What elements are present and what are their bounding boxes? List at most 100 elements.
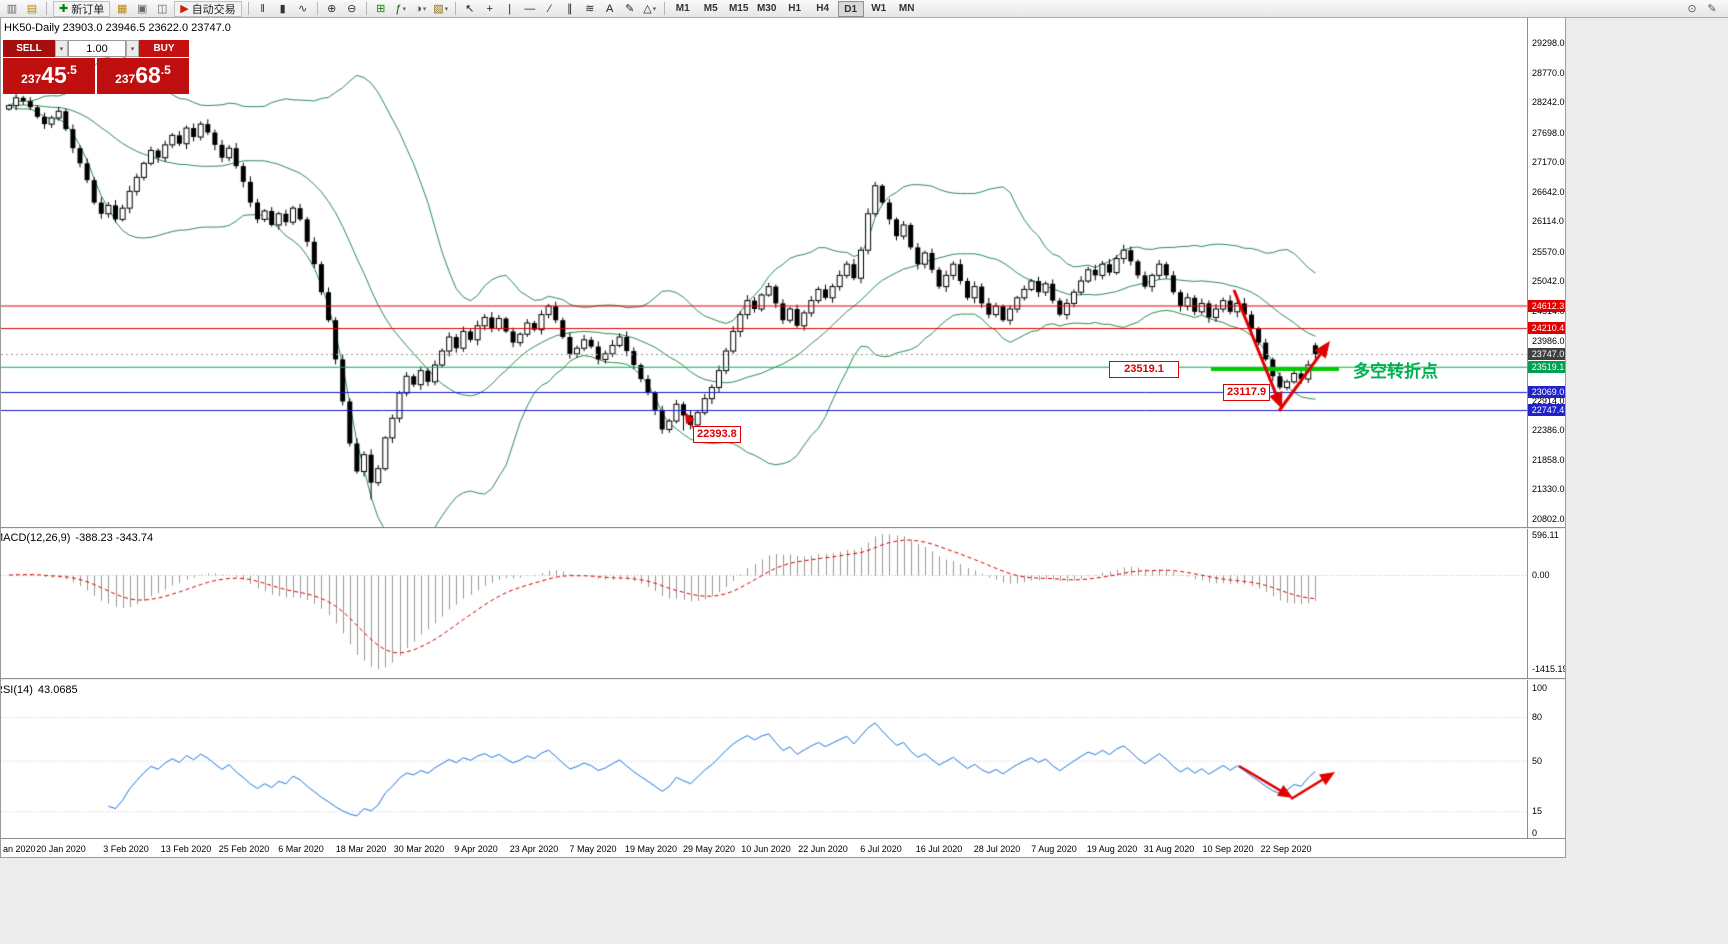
data-window-icon[interactable]: ▣ <box>133 1 151 17</box>
tile-windows-icon: ⊞ <box>376 2 386 15</box>
label-icon[interactable]: ✎ <box>621 1 639 17</box>
timeframe-button-H1[interactable]: H1 <box>788 2 802 14</box>
timeframe-button-H4[interactable]: H4 <box>816 2 830 14</box>
sell-price-fraction: .5 <box>66 63 77 77</box>
sell-options-dropdown[interactable]: ▾ <box>55 40 68 57</box>
periods-icon[interactable]: ◑ ▾ <box>412 1 430 17</box>
time-axis[interactable]: an 2020 20 Jan 2020 3 Feb 2020 13 Feb 2020 2… <box>1 838 1565 857</box>
horizontal-line-icon[interactable]: — <box>521 1 539 17</box>
toolbar-separator <box>454 2 456 15</box>
zoom-out-icon[interactable]: ⊖ <box>343 1 361 17</box>
line-chart-icon[interactable]: ∿ <box>294 1 312 17</box>
time-axis-label: 31 Aug 2020 <box>1143 844 1195 854</box>
timeframe-button-M1[interactable]: M1 <box>675 2 690 14</box>
macd-scale-label: -1415.19 <box>1532 664 1566 675</box>
price-scale-label: 27698.0 <box>1532 127 1565 138</box>
trendline-icon[interactable]: ∕ <box>541 1 559 17</box>
rsi-value: 43.0685 <box>37 684 78 696</box>
may-low-label[interactable]: 22393.8 <box>693 426 741 443</box>
sell-button[interactable]: SELL <box>3 40 55 57</box>
price-scale[interactable]: 29298.0 28770.0 28242.0 27698.0 27170.0 26642… <box>1527 18 1566 838</box>
zoom-in-icon[interactable]: ⊕ <box>323 1 341 17</box>
play-icon: ▶ <box>180 3 189 15</box>
navigator-icon[interactable]: ◫ <box>153 1 171 17</box>
shapes-icon[interactable]: △ ▾ <box>641 1 659 17</box>
toolbar-left-group: ▥ ▤ ✚ 新订单 ▦ ▣ ◫ ▶ 自动交易 ‖ ▮ ∿ ⊕ ⊖ ⊞ ƒ ▾ ◑ ▾ ▧ ▾ ↖ + | — ∕ ∥ ≋ A ✎ △ ▾ <box>2 0 669 18</box>
label-icon: ✎ <box>625 2 635 15</box>
macd-values: -388.23 -343.74 <box>75 532 154 544</box>
volume-input[interactable] <box>68 40 126 57</box>
toolbar-separator <box>663 2 665 15</box>
timeframe-button-W1[interactable]: W1 <box>871 2 887 14</box>
rsi-name: RSI(14) <box>1 684 33 696</box>
profiles-icon[interactable]: ▤ <box>23 1 41 17</box>
rsi-panel-canvas[interactable] <box>1 680 1527 838</box>
rsi-scale-label: 80 <box>1532 712 1543 722</box>
buy-price-panel[interactable]: 237 68.5 <box>97 58 189 94</box>
text-icon: A <box>606 2 614 15</box>
sell-price-panel[interactable]: 237 45.5 <box>3 58 95 94</box>
shapes-icon: △ <box>643 2 652 15</box>
chevron-down-icon: ▾ <box>652 5 657 13</box>
toolbar: ▥ ▤ ✚ 新订单 ▦ ▣ ◫ ▶ 自动交易 ‖ ▮ ∿ ⊕ ⊖ ⊞ ƒ ▾ ◑ ▾ ▧ ▾ ↖ + | — ∕ ∥ ≋ A ✎ △ ▾ M1… <box>0 0 1728 18</box>
macd-panel-canvas[interactable] <box>1 529 1527 678</box>
candlestick-chart-icon[interactable]: ▮ <box>274 1 292 17</box>
fibonacci-icon[interactable]: ≋ <box>581 1 599 17</box>
toolbar-right-group: ⊙ ✎ <box>1682 0 1722 18</box>
timeframe-button-M5[interactable]: M5 <box>703 2 718 14</box>
navigator-icon: ◫ <box>157 2 168 15</box>
edit-icon[interactable]: ✎ <box>1703 1 1721 17</box>
bar-chart-icon[interactable]: ‖ <box>254 1 272 17</box>
time-axis-label: 7 Aug 2020 <box>1031 844 1077 854</box>
timeframe-button-M15[interactable]: M15 <box>728 2 749 14</box>
text-icon[interactable]: A <box>601 1 619 17</box>
price-scale-label: 22386.0 <box>1532 425 1565 436</box>
crosshair-icon[interactable]: + <box>481 1 499 17</box>
timeframe-button-MN[interactable]: MN <box>898 2 915 14</box>
vertical-line-icon[interactable]: | <box>501 1 519 17</box>
timeframe-button-M30[interactable]: M30 <box>756 2 777 14</box>
market-watch-icon[interactable]: ▦ <box>113 1 131 17</box>
indicators-icon[interactable]: ƒ ▾ <box>392 1 410 17</box>
rsi-scale-label: 15 <box>1532 806 1543 817</box>
turning-point-annotation[interactable]: 多空转折点 <box>1353 362 1438 381</box>
price-scale-label: 25042.0 <box>1532 276 1565 287</box>
panel-separator[interactable] <box>1 527 1565 529</box>
market-watch-icon: ▦ <box>117 2 128 15</box>
time-axis-label: 6 Jul 2020 <box>860 844 902 854</box>
panel-separator[interactable] <box>1 678 1565 680</box>
time-axis-label: 19 May 2020 <box>624 844 678 854</box>
periods-icon: ◑ <box>415 2 422 15</box>
auto-trading-button[interactable]: ▶ 自动交易 <box>174 0 242 17</box>
time-axis-label: 18 Mar 2020 <box>335 844 387 854</box>
profiles-icon: ▤ <box>26 2 38 15</box>
new-order-button[interactable]: ✚ 新订单 <box>53 0 111 17</box>
search-icon: ⊙ <box>1687 3 1697 15</box>
volume-stepper[interactable]: ▾ <box>126 40 139 57</box>
channel-icon[interactable]: ∥ <box>561 1 579 17</box>
chart-title: HK50-Daily 23903.0 23946.5 23622.0 23747… <box>4 22 231 34</box>
templates-icon[interactable]: ▧ ▾ <box>432 1 450 17</box>
buy-price-prefix: 237 <box>115 72 136 86</box>
time-axis-label: 20 Jan 2020 <box>36 844 86 854</box>
bar-chart-icon: ‖ <box>260 2 265 15</box>
macd-indicator-label: MACD(12,26,9) -388.23 -343.74 <box>1 532 154 544</box>
swing-low-label[interactable]: 23117.9 <box>1223 384 1271 401</box>
new-chart-icon[interactable]: ▥ <box>3 1 21 17</box>
price-scale-label: 21330.0 <box>1532 484 1565 495</box>
price-chart-canvas[interactable] <box>1 18 1527 527</box>
time-axis-label: 22 Jun 2020 <box>798 844 848 854</box>
support-level-label[interactable]: 23519.1 <box>1109 361 1179 378</box>
edit-icon: ✎ <box>1707 3 1717 15</box>
cursor-icon[interactable]: ↖ <box>461 1 479 17</box>
timeframe-button-D1[interactable]: D1 <box>837 0 864 17</box>
tile-windows-icon[interactable]: ⊞ <box>372 1 390 17</box>
time-axis-label: 10 Sep 2020 <box>1202 844 1254 854</box>
price-tag: 24612.3 <box>1528 299 1565 312</box>
search-icon[interactable]: ⊙ <box>1683 1 1701 17</box>
buy-button[interactable]: BUY <box>139 40 189 57</box>
time-axis-label: 13 Feb 2020 <box>160 844 212 854</box>
sell-price-big-digits: 45 <box>41 62 67 88</box>
time-axis-label: 28 Jul 2020 <box>973 844 1021 854</box>
horizontal-line-icon: — <box>524 2 536 15</box>
